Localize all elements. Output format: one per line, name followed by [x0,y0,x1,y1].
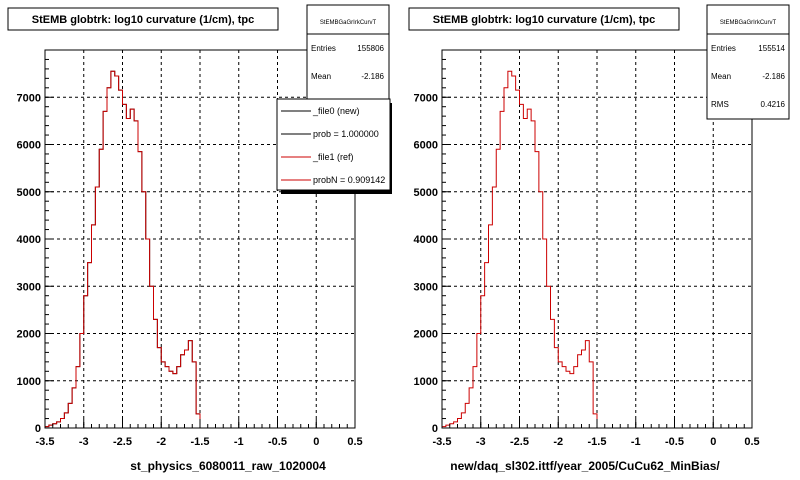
right-axis-ticks: -3.5 -3 -2.5 -2 -1.5 -1 -0.5 0 0.5 0 1000 2000 3000 4… [414,49,760,448]
right-x-axis-label: new/daq_sl302.ittf/year_2005/CuCu62_MinB… [450,459,720,473]
x-tick-label: 0 [313,436,319,448]
y-tick-label: 4000 [414,234,438,246]
left-stats-mean-label: Mean [311,72,331,81]
y-tick-label: 5000 [414,187,438,199]
x-tick-label: -1.5 [191,436,210,448]
y-tick-label: 6000 [17,140,41,152]
x-tick-label: 0 [710,436,716,448]
legend-label-probn: probN = 0.909142 [313,175,385,185]
x-tick-label: -1.5 [588,436,607,448]
x-tick-label: -0.5 [268,436,287,448]
left-legend: _file0 (new) prob = 1.000000 _file1 (ref… [276,98,392,194]
y-tick-label: 0 [35,423,41,435]
left-stats-entries-value: 155806 [357,44,384,53]
x-tick-label: 0.5 [744,436,759,448]
right-title-box [408,7,680,31]
x-tick-label: -3.5 [433,436,452,448]
x-tick-label: -3 [79,436,89,448]
right-stats-box [706,4,790,120]
y-tick-label: 1000 [414,376,438,388]
left-stats-mean-value: -2.186 [361,72,384,81]
x-tick-label: -1 [234,436,244,448]
y-tick-label: 6000 [414,140,438,152]
y-tick-label: 7000 [414,92,438,104]
x-tick-label: -0.5 [665,436,684,448]
left-stats-box [306,4,390,106]
panel-right: StEMB globtrk: log10 curvature (1/cm), t… [408,4,790,473]
legend-label-prob: prob = 1.000000 [313,129,379,139]
right-stats-name: StEMBGaGrIrkCurvT [720,20,777,26]
y-tick-label: 0 [432,423,438,435]
right-stats-entries-value: 155514 [758,44,785,53]
left-chart-title: StEMB globtrk: log10 curvature (1/cm), t… [32,14,254,26]
x-tick-label: -2 [553,436,563,448]
x-tick-label: -3.5 [36,436,55,448]
y-tick-label: 7000 [17,92,41,104]
panel-left: StEMB globtrk: log10 curvature (1/cm), t… [7,4,392,473]
left-title-box [7,7,279,31]
x-tick-label: -1 [631,436,641,448]
left-axis-ticks: -3.5 -3 -2.5 -2 -1.5 -1 -0.5 0 0.5 0 1000 2000 3000 4… [17,49,363,448]
y-tick-label: 3000 [414,281,438,293]
y-tick-label: 5000 [17,187,41,199]
right-stats-entries-label: Entries [711,44,736,53]
y-tick-label: 2000 [17,329,41,341]
left-stats-entries-label: Entries [311,44,336,53]
right-stats-mean-label: Mean [711,72,731,81]
x-tick-label: 0.5 [347,436,362,448]
y-tick-label: 1000 [17,376,41,388]
x-tick-label: -2 [156,436,166,448]
right-grid [442,50,752,428]
x-tick-label: -2.5 [113,436,132,448]
left-x-axis-label: st_physics_6080011_raw_1020004 [130,459,326,473]
legend-label-file0: _file0 (new) [312,106,360,116]
right-chart-title: StEMB globtrk: log10 curvature (1/cm), t… [433,14,655,26]
right-stats-rms-label: RMS [711,100,729,109]
y-tick-label: 2000 [414,329,438,341]
y-tick-label: 4000 [17,234,41,246]
y-tick-label: 3000 [17,281,41,293]
right-stats-mean-value: -2.186 [762,72,785,81]
legend-label-file1: _file1 (ref) [312,152,354,162]
x-tick-label: -3 [476,436,486,448]
right-stats-rms-value: 0.4216 [761,100,786,109]
left-stats-name: StEMBGaGrIrkCurvT [320,20,377,26]
x-tick-label: -2.5 [510,436,529,448]
